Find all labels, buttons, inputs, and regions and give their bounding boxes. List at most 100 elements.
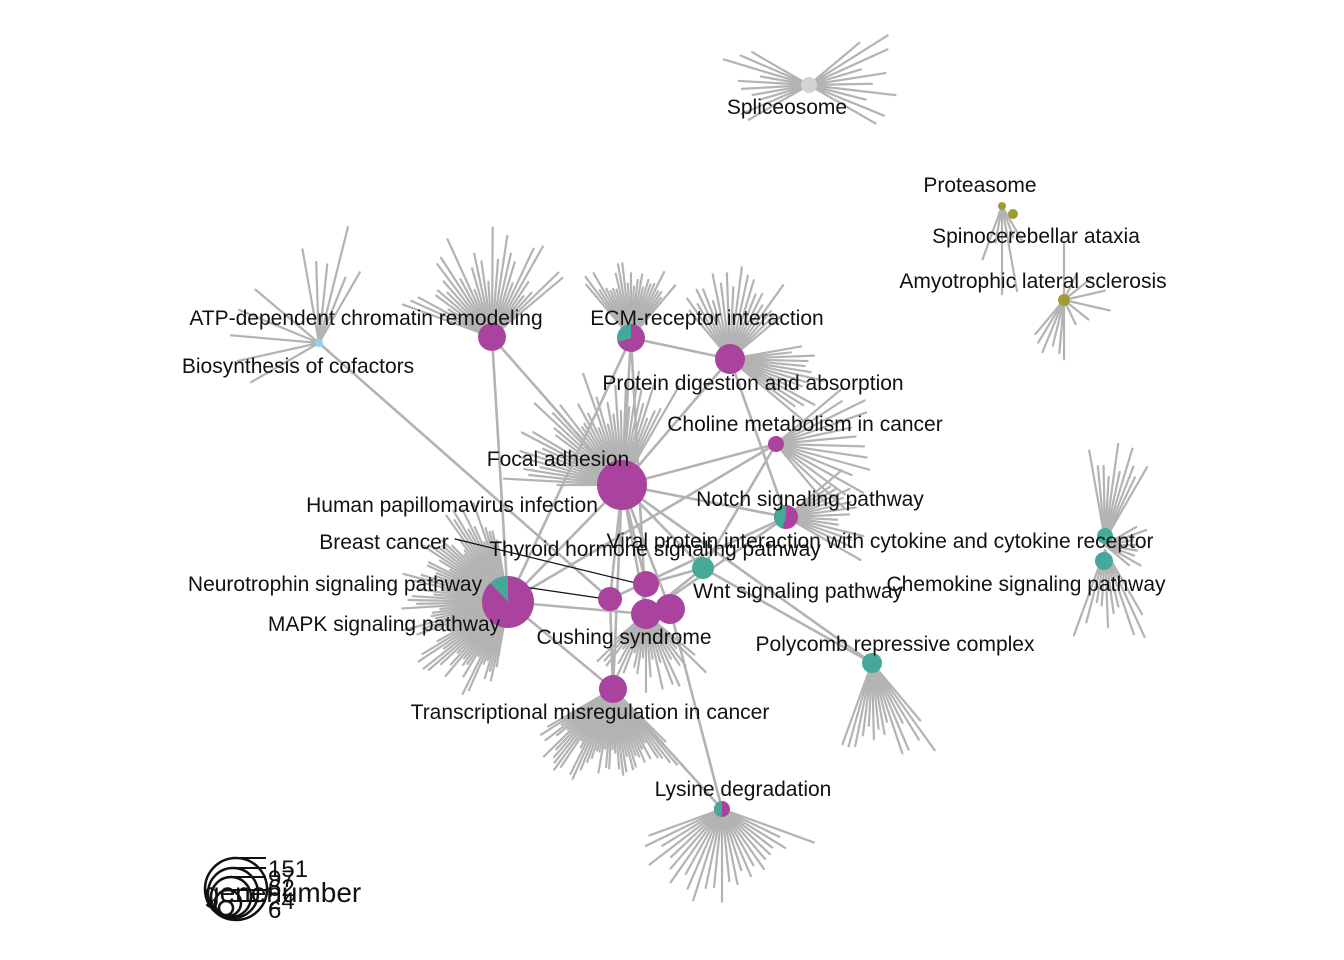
fan-edge	[401, 303, 494, 339]
fan-edge	[686, 807, 724, 890]
fan-edge	[728, 357, 805, 422]
label-atp-chromatin: ATP-dependent chromatin remodeling	[189, 307, 542, 330]
hub-edge	[506, 483, 624, 604]
hub-edge	[611, 687, 724, 811]
fan-edge	[774, 442, 871, 471]
fan-edge	[807, 68, 863, 87]
fan-edge	[704, 807, 724, 890]
node-wnt	[692, 557, 714, 579]
label-biosynthesis-cofactors: Biosynthesis of cofactors	[182, 355, 414, 378]
fan-edge	[739, 54, 811, 87]
fan-edge	[317, 271, 361, 345]
fan-edge	[669, 807, 724, 884]
fan-edge	[784, 515, 853, 549]
node-viral	[1097, 528, 1113, 544]
node-proteasome-disc	[998, 202, 1006, 210]
legend-label-24: 24	[268, 888, 295, 915]
fan-edge	[1000, 204, 1024, 243]
label-thyroid: Thyroid hormone signaling pathway	[489, 538, 821, 561]
legend-label-97: 97	[268, 866, 295, 893]
label-protein-digestion: Protein digestion and absorption	[602, 372, 903, 395]
fan-edge	[315, 260, 321, 345]
fan-edge	[1051, 298, 1066, 347]
fan-edge	[1058, 298, 1066, 355]
hub-edge	[620, 442, 778, 487]
node-focal	[597, 460, 647, 510]
hub-edge	[620, 483, 874, 665]
legend-label-6: 6	[268, 897, 281, 924]
fan-edge	[661, 807, 724, 847]
fan-edge	[720, 807, 731, 883]
hub-edge	[506, 336, 633, 604]
label-ecm-receptor: ECM-receptor interaction	[590, 307, 823, 330]
fan-edge	[254, 288, 321, 345]
fan-edge	[807, 83, 885, 117]
fan-edge	[751, 51, 811, 87]
node-spliceosome	[801, 77, 817, 93]
fan-edge	[1062, 275, 1094, 302]
fan-edge	[490, 245, 544, 339]
fan-edge	[807, 48, 889, 87]
label-viral-protein: Viral protein interaction with cytokine …	[606, 530, 1153, 553]
fan-edge	[774, 426, 852, 446]
label-lysine: Lysine degradation	[655, 778, 832, 801]
node-focal-disc	[597, 460, 647, 510]
fan-edge	[774, 386, 844, 446]
node-choline	[768, 436, 784, 452]
fan-edge	[774, 442, 847, 496]
node-mapk	[482, 576, 534, 628]
fan-edge	[728, 284, 785, 361]
fan-edge	[807, 34, 889, 87]
fan-edge	[720, 807, 815, 844]
hub-edge	[317, 341, 612, 601]
hub-edge	[490, 335, 624, 487]
fan-edge	[807, 83, 897, 97]
fan-edge	[751, 83, 811, 97]
node-breast-disc	[598, 587, 622, 611]
hub-edge	[620, 357, 732, 487]
node-lysine-slice	[714, 801, 722, 817]
fan-edge	[1034, 298, 1066, 336]
fan-edge	[1088, 449, 1107, 542]
node-spinocerebellar-disc	[1008, 209, 1018, 219]
node-chemokine	[1095, 552, 1113, 570]
node-breast	[598, 587, 622, 611]
node-neurotrophin-disc	[655, 594, 685, 624]
hub-edge	[490, 335, 510, 604]
node-wnt-disc	[692, 557, 714, 579]
node-choline-disc	[768, 436, 784, 452]
fan-edge	[870, 661, 920, 741]
fan-edge	[841, 661, 874, 746]
hub-edge	[608, 597, 615, 691]
node-ecm-slice	[617, 324, 631, 343]
fan-edge	[774, 400, 843, 446]
fan-edge	[722, 58, 811, 87]
node-notch	[774, 505, 798, 529]
fan-edge	[784, 515, 865, 538]
node-protdig	[715, 344, 745, 374]
fan-edge	[317, 276, 347, 345]
label-spinocerebellar-ataxia: Spinocerebellar ataxia	[932, 225, 1140, 248]
fan-edge	[807, 82, 874, 87]
edge-layer	[229, 34, 1149, 903]
label-focal-adhesion: Focal adhesion	[487, 448, 629, 471]
fan-edge	[692, 807, 724, 902]
fan-edge	[720, 807, 766, 871]
node-polycomb-disc	[862, 653, 882, 673]
fan-edge	[807, 41, 861, 87]
fan-edge	[747, 83, 811, 121]
fan-edge	[229, 334, 321, 345]
fan-edge	[807, 83, 867, 101]
fan-edge	[1103, 442, 1120, 542]
fan-edge	[774, 442, 868, 459]
fan-edge	[720, 807, 753, 878]
legend-label-151: 151	[268, 856, 308, 883]
label-neurotrophin: Neurotrophin signaling pathway	[188, 573, 483, 596]
fan-edge	[784, 515, 862, 562]
fan-edge	[669, 807, 724, 870]
node-thyroid-disc	[633, 571, 659, 597]
fan-edge	[648, 807, 724, 837]
hub-edge	[506, 442, 778, 604]
fan-edge	[774, 442, 853, 477]
